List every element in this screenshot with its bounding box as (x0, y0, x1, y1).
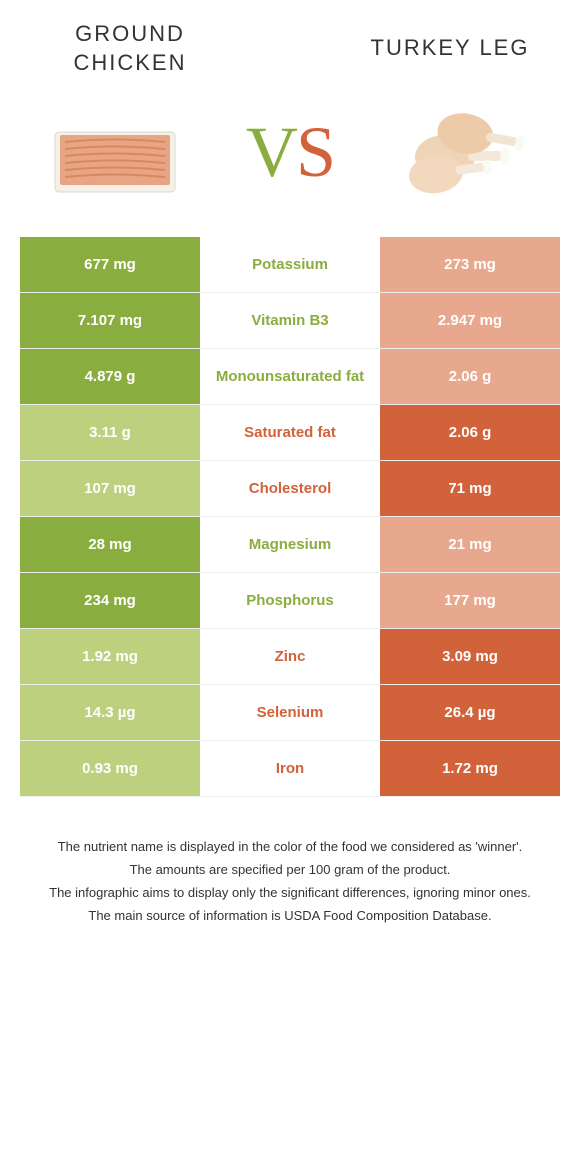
vs-v: V (246, 112, 296, 192)
nutrient-label: Selenium (200, 685, 380, 740)
left-food-title: GROUND CHICKEN (40, 20, 220, 77)
left-value: 107 mg (20, 461, 200, 516)
footer-notes: The nutrient name is displayed in the co… (0, 797, 580, 926)
nutrient-label: Cholesterol (200, 461, 380, 516)
right-value: 2.06 g (380, 405, 560, 460)
right-value: 2.06 g (380, 349, 560, 404)
left-value: 14.3 µg (20, 685, 200, 740)
nutrient-row: 3.11 gSaturated fat2.06 g (20, 405, 560, 461)
nutrient-row: 107 mgCholesterol71 mg (20, 461, 560, 517)
right-value: 71 mg (380, 461, 560, 516)
nutrient-row: 677 mgPotassium273 mg (20, 237, 560, 293)
footer-line-4: The main source of information is USDA F… (20, 906, 560, 927)
right-food-title-text: TURKEY LEG (371, 34, 530, 63)
left-value: 0.93 mg (20, 741, 200, 796)
nutrient-row: 1.92 mgZinc3.09 mg (20, 629, 560, 685)
nutrient-row: 28 mgMagnesium21 mg (20, 517, 560, 573)
right-food-title: TURKEY LEG (360, 20, 540, 77)
nutrient-label: Potassium (200, 237, 380, 292)
nutrient-row: 234 mgPhosphorus177 mg (20, 573, 560, 629)
nutrient-label: Saturated fat (200, 405, 380, 460)
hero-row: VS (0, 87, 580, 237)
nutrient-label: Phosphorus (200, 573, 380, 628)
nutrient-row: 7.107 mgVitamin B32.947 mg (20, 293, 560, 349)
left-food-title-line2: CHICKEN (40, 49, 220, 78)
left-food-title-line1: GROUND (40, 20, 220, 49)
left-value: 234 mg (20, 573, 200, 628)
left-value: 3.11 g (20, 405, 200, 460)
header: GROUND CHICKEN TURKEY LEG (0, 0, 580, 87)
left-value: 7.107 mg (20, 293, 200, 348)
left-value: 1.92 mg (20, 629, 200, 684)
vs-s: S (296, 112, 334, 192)
nutrient-label: Vitamin B3 (200, 293, 380, 348)
ground-chicken-image (40, 97, 190, 207)
right-value: 273 mg (380, 237, 560, 292)
nutrient-label: Monounsaturated fat (200, 349, 380, 404)
nutrient-table: 677 mgPotassium273 mg7.107 mgVitamin B32… (20, 237, 560, 797)
right-value: 26.4 µg (380, 685, 560, 740)
right-value: 2.947 mg (380, 293, 560, 348)
nutrient-label: Zinc (200, 629, 380, 684)
nutrient-row: 14.3 µgSelenium26.4 µg (20, 685, 560, 741)
footer-line-3: The infographic aims to display only the… (20, 883, 560, 904)
right-value: 1.72 mg (380, 741, 560, 796)
right-value: 177 mg (380, 573, 560, 628)
left-value: 28 mg (20, 517, 200, 572)
vs-label: VS (246, 111, 334, 194)
left-value: 4.879 g (20, 349, 200, 404)
footer-line-2: The amounts are specified per 100 gram o… (20, 860, 560, 881)
footer-line-1: The nutrient name is displayed in the co… (20, 837, 560, 858)
turkey-leg-image (390, 97, 540, 207)
right-value: 21 mg (380, 517, 560, 572)
nutrient-row: 4.879 gMonounsaturated fat2.06 g (20, 349, 560, 405)
nutrient-label: Magnesium (200, 517, 380, 572)
left-value: 677 mg (20, 237, 200, 292)
nutrient-row: 0.93 mgIron1.72 mg (20, 741, 560, 797)
right-value: 3.09 mg (380, 629, 560, 684)
nutrient-label: Iron (200, 741, 380, 796)
